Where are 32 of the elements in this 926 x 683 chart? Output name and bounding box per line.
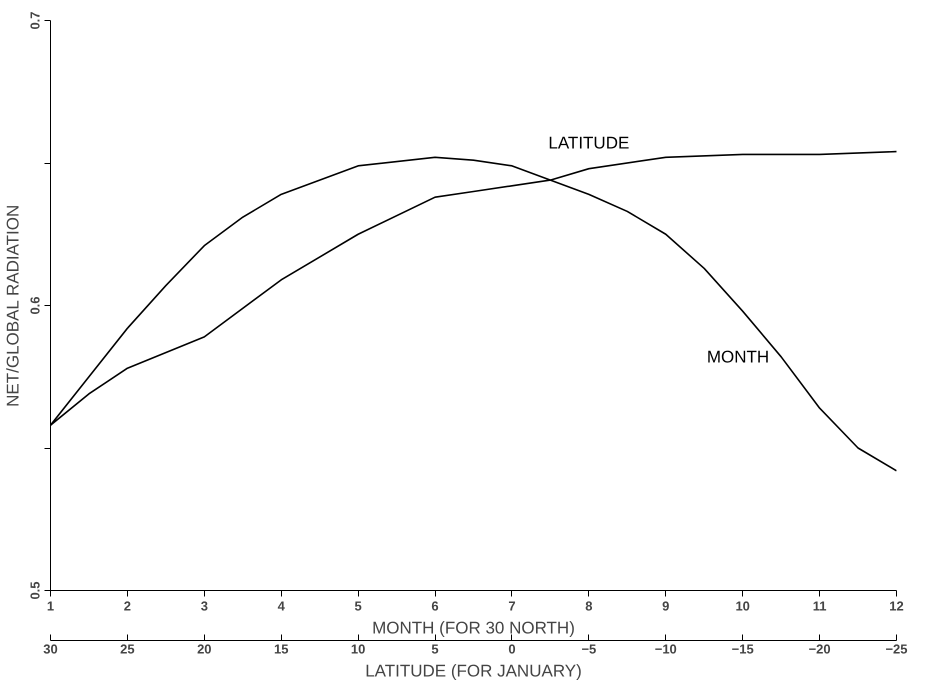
y-axis-title: NET/GLOBAL RADIATION bbox=[4, 204, 22, 407]
series-label: MONTH bbox=[706, 347, 770, 366]
series-label: LATITUDE bbox=[548, 134, 630, 153]
x2-tick-label: 10 bbox=[350, 642, 366, 656]
y-tick-label: 0.5 bbox=[28, 581, 42, 600]
y-tick-label: 0.6 bbox=[28, 296, 42, 315]
x-tick-label: 11 bbox=[812, 598, 826, 614]
x-tick-label: 3 bbox=[200, 598, 208, 614]
x2-tick-label: 5 bbox=[431, 642, 439, 656]
x-tick-label: 7 bbox=[508, 598, 516, 614]
x-axis-title: MONTH (FOR 30 NORTH) bbox=[372, 618, 575, 638]
x2-tick-label: −10 bbox=[654, 642, 677, 656]
x-tick-label: 8 bbox=[585, 598, 592, 614]
x-tick-label: 12 bbox=[889, 598, 904, 614]
x2-tick-label: 30 bbox=[43, 642, 58, 656]
y-tick-label: 0.7 bbox=[28, 11, 42, 30]
x2-tick-label: 15 bbox=[274, 642, 288, 656]
x2-tick-label: −5 bbox=[581, 642, 596, 656]
x-tick-label: 9 bbox=[662, 598, 670, 614]
x-tick-label: 6 bbox=[431, 598, 439, 614]
x-tick-label: 5 bbox=[354, 598, 362, 614]
x2-tick-label: 25 bbox=[120, 642, 135, 656]
x-tick-label: 10 bbox=[735, 598, 750, 614]
x-tick-label: 4 bbox=[278, 598, 286, 614]
x-tick-label: 1 bbox=[46, 598, 54, 614]
x2-tick-label: −15 bbox=[732, 642, 754, 656]
x2-tick-label: −20 bbox=[808, 642, 831, 656]
x-tick-label: 2 bbox=[124, 598, 132, 614]
x2-tick-label: 0 bbox=[508, 642, 516, 656]
x2-tick-label: 20 bbox=[197, 642, 212, 656]
x2-axis-title: LATITUDE (FOR JANUARY) bbox=[365, 662, 582, 680]
x2-tick-label: −25 bbox=[885, 642, 908, 656]
